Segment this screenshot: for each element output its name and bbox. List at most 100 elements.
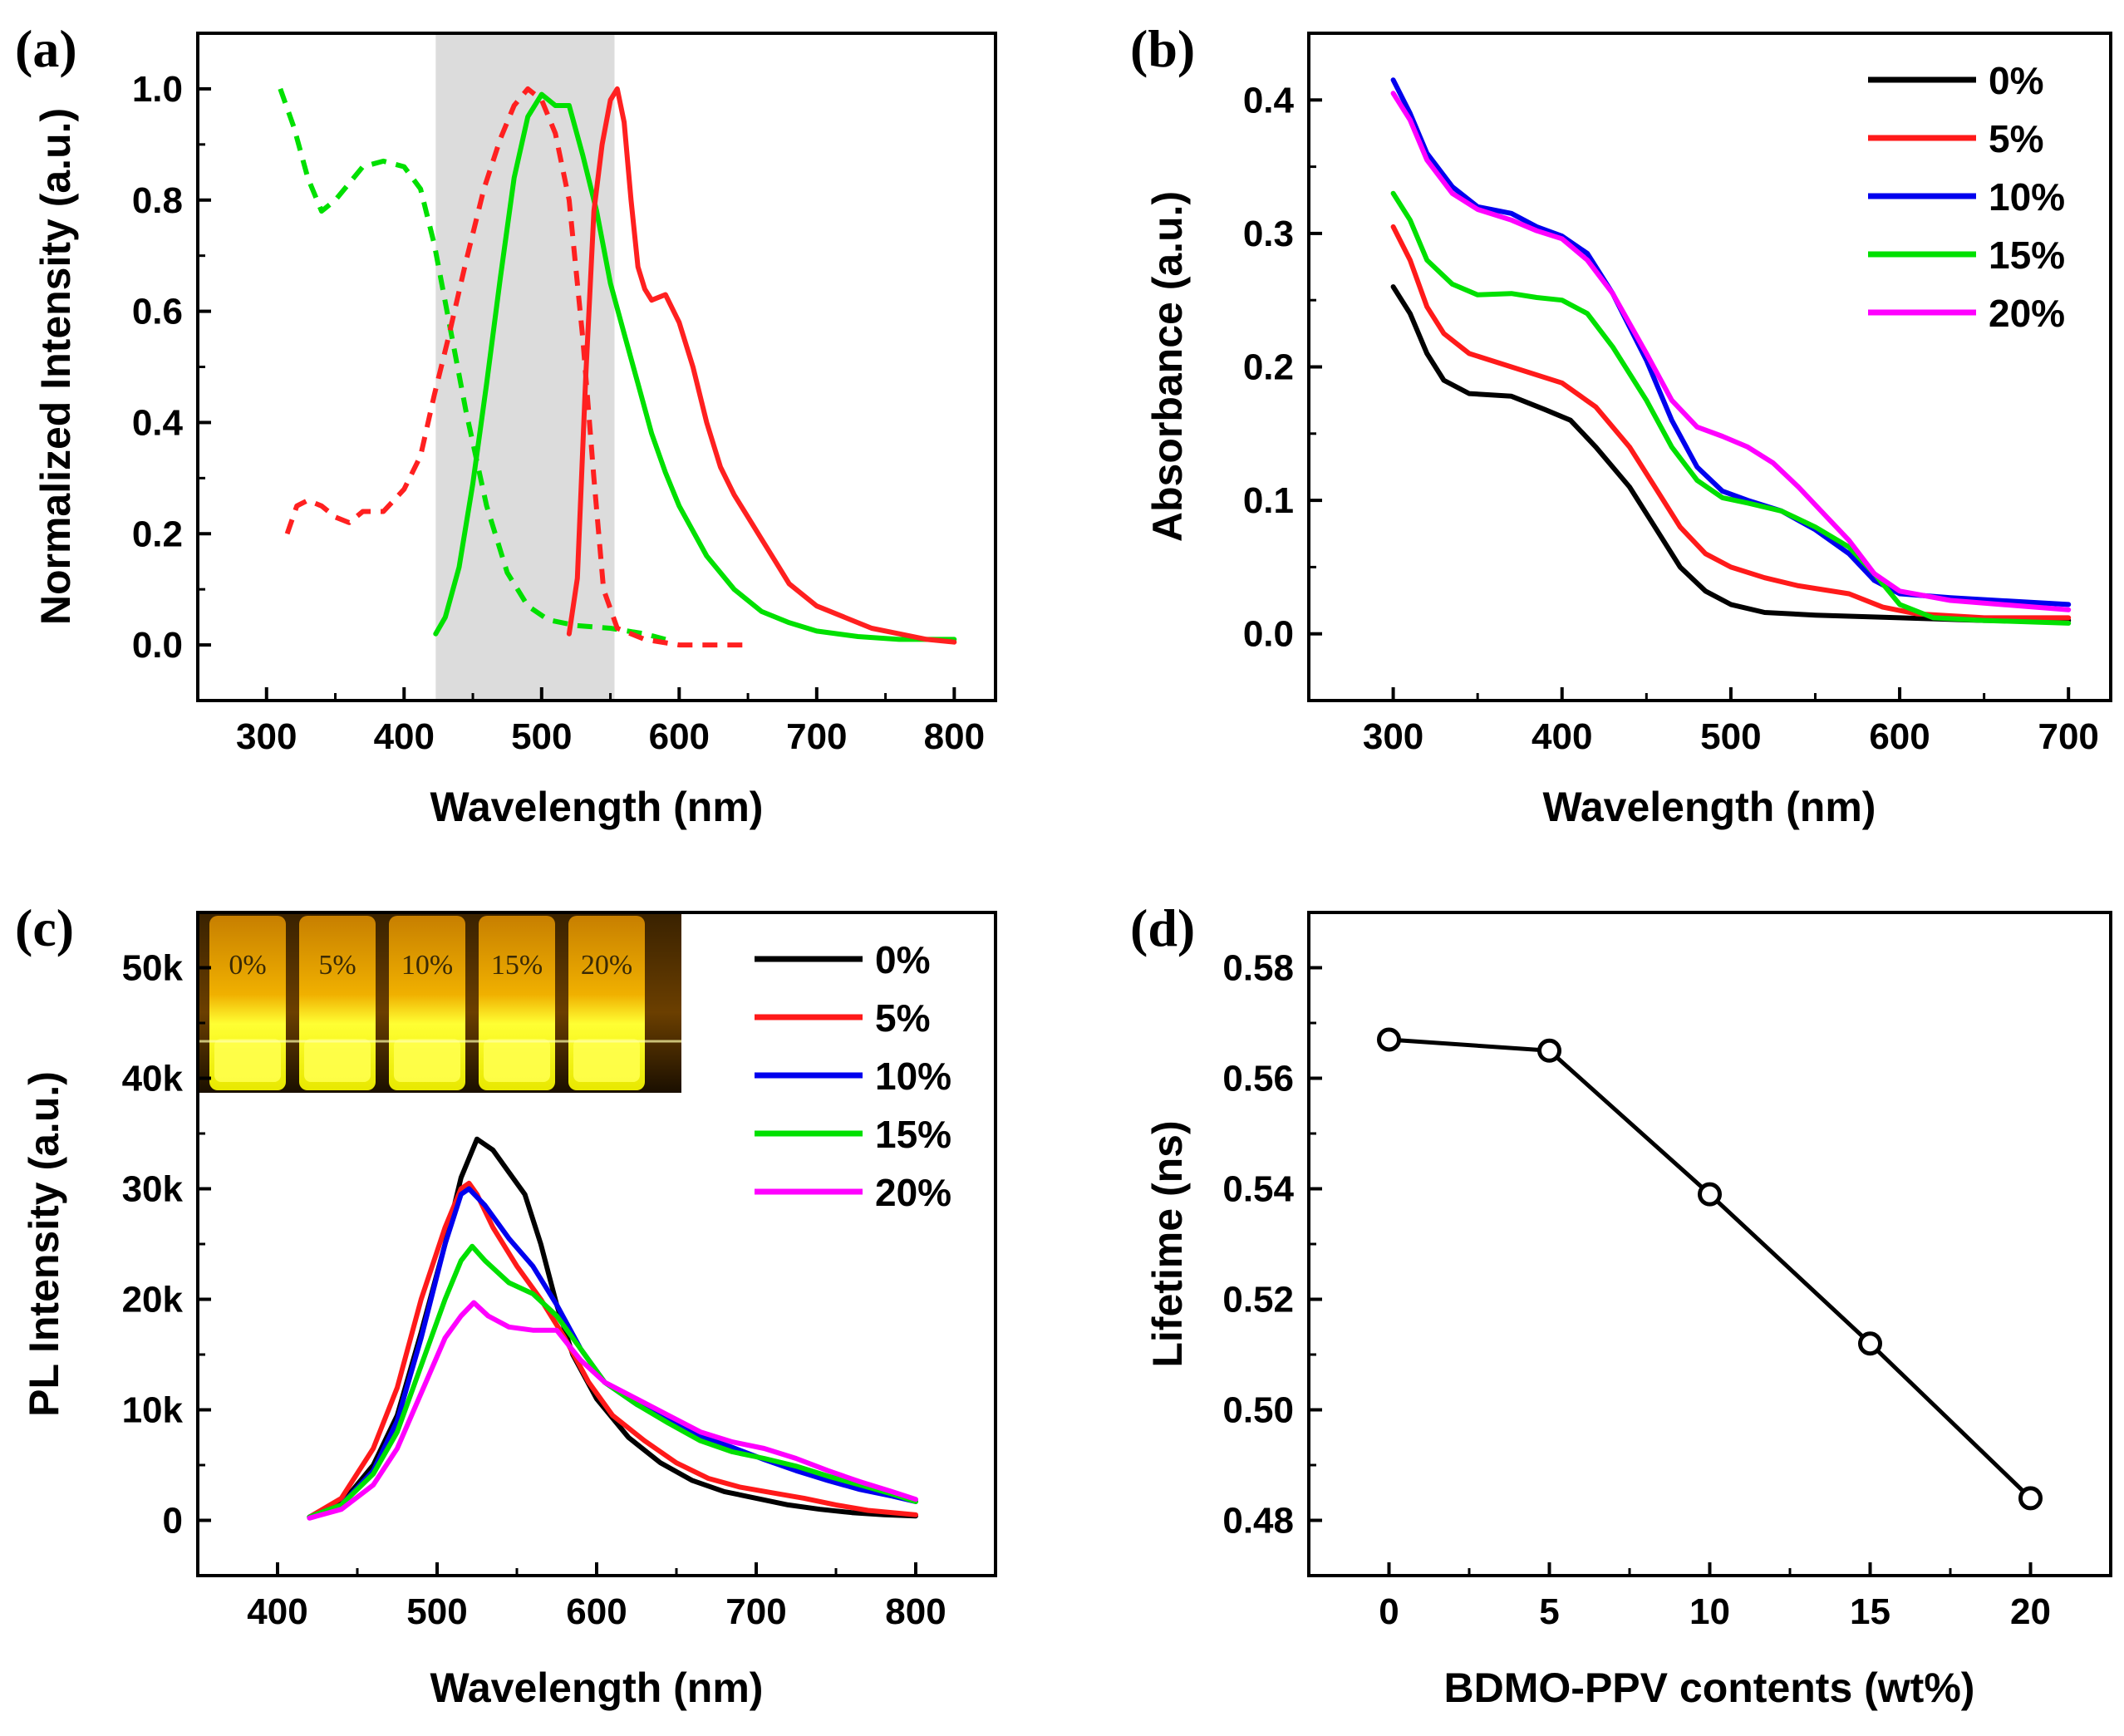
data-point [1537,1038,1561,1063]
series-line-20pct [1390,91,2072,612]
series-line-0pct [1390,284,2072,623]
panel-c-label: (c) [15,898,74,957]
legend-label: 20% [875,1171,951,1214]
series-line-green-emission [433,91,957,642]
vial-label: 20% [581,950,632,981]
x-tick-label: 20 [2010,1591,2051,1632]
legend-label: 15% [875,1113,951,1156]
x-tick-label: 700 [2038,716,2098,757]
panel-a-ticks: 300 400 500 600 700 800 0.0 0.2 0.4 0.6 0.8 1.0 [132,69,985,757]
y-tick-label: 0.52 [1222,1280,1294,1320]
x-tick-label: 500 [406,1591,467,1632]
y-tick-label: 0.4 [132,402,184,443]
data-point [2018,1486,2043,1511]
y-tick-label: 0.3 [1243,214,1294,254]
x-tick-label: 600 [566,1591,627,1632]
y-tick-label: 0.2 [1243,347,1294,388]
y-tick-label: 0 [163,1501,183,1542]
panel-b: (b) 300 400 500 600 700 0.0 0.1 0.2 0.3 0.4 0% 5% 1… [1130,19,2112,830]
legend-label: 5% [1989,117,2043,160]
series-line-red-emission [566,86,957,645]
x-tick-label: 800 [924,716,985,757]
y-tick-label: 0.1 [1243,480,1294,521]
y-tick-label: 30k [122,1169,184,1210]
vial-glow [394,1039,460,1082]
series-line-20pct [307,1300,918,1521]
y-tick-label: 10k [122,1390,184,1431]
x-tick-label: 500 [1700,716,1761,757]
panel-a-xlabel: Wavelength (nm) [430,784,764,830]
panel-a-plot-area [278,86,957,648]
y-tick-label: 0.6 [132,292,183,332]
panel-c-xlabel: Wavelength (nm) [430,1665,764,1711]
series-line-15pct [1390,190,2072,626]
series-line-red-absorption [284,86,749,648]
y-tick-label: 0.50 [1222,1390,1294,1431]
panel-c-legend: 0% 5% 10% 15% 20% [755,938,951,1214]
panel-c-ylabel: PL Intensity (a.u.) [21,1071,67,1417]
series-line-5pct [1390,224,2072,621]
legend-label: 0% [875,938,930,981]
x-tick-label: 600 [1869,716,1930,757]
y-tick-label: 40k [122,1059,184,1099]
x-tick-label: 500 [511,716,572,757]
panel-b-legend: 0% 5% 10% 15% 20% [1868,59,2065,335]
panel-d-label: (d) [1130,898,1195,957]
vial-glow [214,1039,281,1082]
panel-a-label: (a) [15,19,77,78]
panel-b-ticks: 300 400 500 600 700 0.0 0.1 0.2 0.3 0.4 [1243,80,2099,757]
legend-label: 10% [1989,175,2065,219]
panel-b-plot-area [1390,77,2072,626]
x-tick-label: 300 [236,716,297,757]
series-line-15pct [307,1243,918,1520]
legend-label: 0% [1989,59,2043,102]
y-tick-label: 0.0 [1243,614,1294,655]
panel-c-plot-area [307,1136,918,1521]
vial-glow [484,1039,550,1082]
x-tick-label: 700 [725,1591,786,1632]
y-tick-label: 0.0 [132,625,183,666]
vial-photo-inset: 0% 5% 10% 15% 20% [198,914,681,1093]
y-tick-label: 0.48 [1222,1501,1294,1542]
panel-b-ylabel: Absorbance (a.u.) [1144,191,1191,542]
y-tick-label: 1.0 [132,69,183,110]
series-line-0pct [307,1136,918,1520]
y-tick-label: 0.54 [1222,1169,1294,1210]
x-tick-label: 400 [374,716,435,757]
panel-b-xlabel: Wavelength (nm) [1543,784,1876,830]
y-tick-label: 0.58 [1222,948,1294,989]
y-tick-label: 0.56 [1222,1059,1294,1099]
x-tick-label: 15 [1850,1591,1890,1632]
panel-c-ticks: 400 500 600 700 800 0 10k 20k 30k 40k 50k [122,948,946,1633]
x-tick-label: 5 [1539,1591,1559,1632]
panel-d-frame [1307,911,2112,1577]
vial-label: 10% [401,950,453,981]
x-tick-label: 800 [885,1591,946,1632]
vial-label: 15% [491,950,543,981]
vial-label: 5% [318,950,356,981]
data-point [1858,1331,1882,1356]
x-tick-label: 400 [1532,716,1592,757]
panel-a: (a) 300 400 500 600 700 800 0.0 0.2 0.4 0.6 0.8 1.0… [15,19,997,830]
data-point [1698,1182,1722,1207]
series-line-green-absorption [278,87,666,642]
panel-d: (d) 0 5 10 15 20 0.48 0.50 0.52 0.54 0.56 0.58 BDM… [1130,898,2112,1711]
x-tick-label: 0 [1379,1591,1399,1632]
x-tick-label: 700 [786,716,847,757]
legend-label: 20% [1989,292,2065,335]
x-tick-label: 10 [1689,1591,1730,1632]
legend-label: 10% [875,1055,951,1098]
y-tick-label: 0.2 [132,514,183,554]
series-line-5pct [307,1180,918,1520]
panel-b-label: (b) [1130,19,1195,78]
vial-glow [304,1039,371,1082]
series-line-10pct [307,1186,918,1520]
x-tick-label: 600 [649,716,710,757]
y-tick-label: 0.4 [1243,80,1295,120]
vial-glow [573,1039,640,1082]
legend-label: 15% [1989,234,2065,277]
x-tick-label: 300 [1363,716,1423,757]
series-line-10pct [1390,77,2072,607]
